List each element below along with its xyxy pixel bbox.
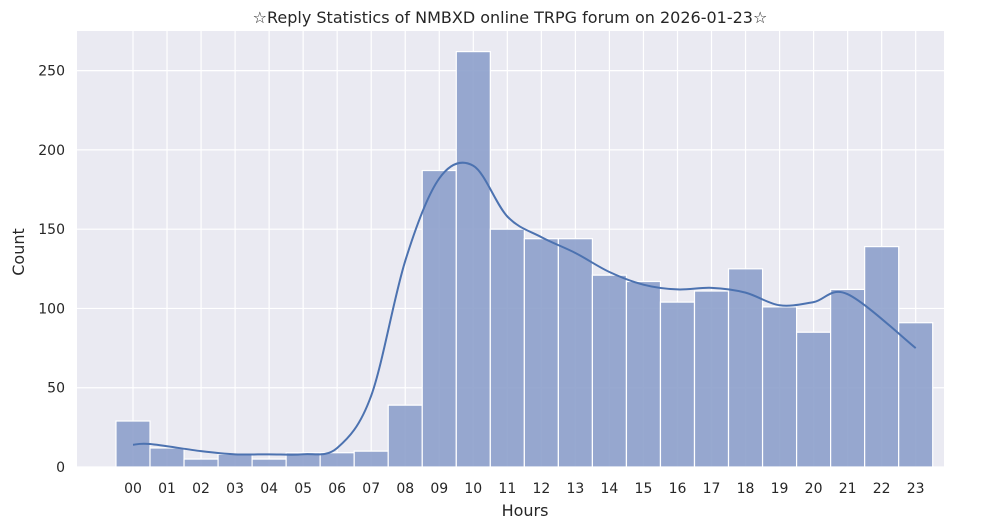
bar-18	[727, 268, 764, 468]
bar-08	[387, 404, 423, 468]
x-tick-label: 09	[430, 481, 448, 497]
x-tick-label: 19	[771, 481, 789, 497]
bar-01	[149, 447, 185, 468]
bar-03	[217, 453, 253, 468]
x-tick-label: 18	[737, 481, 755, 497]
x-tick-label: 12	[532, 481, 550, 497]
x-tick-label: 22	[873, 481, 891, 497]
x-tick-label: 05	[294, 481, 312, 497]
y-tick-label: 150	[38, 222, 65, 238]
x-tick-label: 17	[703, 481, 721, 497]
bar-22	[864, 246, 900, 468]
x-tick-label: 02	[192, 481, 210, 497]
bar-07	[353, 450, 389, 468]
bar-09	[421, 169, 457, 468]
y-tick-label: 200	[38, 143, 65, 159]
x-tick-label: 03	[226, 481, 244, 497]
bar-14	[591, 274, 628, 468]
y-tick-label: 250	[38, 64, 65, 80]
x-tick-label: 01	[158, 481, 176, 497]
bar-20	[795, 331, 832, 468]
y-axis-label: Count	[9, 228, 28, 276]
kde-curve	[132, 161, 917, 456]
bar-10	[455, 51, 491, 468]
bar-15	[625, 280, 662, 468]
bar-13	[557, 238, 594, 468]
bar-04	[251, 458, 287, 468]
x-tick-label: 15	[635, 481, 653, 497]
x-tick-label: 16	[669, 481, 687, 497]
bar-23	[898, 322, 934, 468]
x-tick-label: 23	[907, 481, 925, 497]
x-tick-label: 13	[566, 481, 584, 497]
x-axis-label: Hours	[502, 501, 549, 520]
x-tick-label: 04	[260, 481, 278, 497]
x-tick-labels: 00 01 02 03 04 05 06 07 08 09 10 11 12 13 14 15 16 17 18 19…	[124, 481, 925, 497]
x-tick-label: 21	[839, 481, 857, 497]
x-tick-label: 14	[601, 481, 619, 497]
y-tick-labels: 0 50 100 150 200 250	[38, 64, 65, 476]
chart-title: ☆Reply Statistics of NMBXD online TRPG f…	[253, 8, 768, 27]
bar-12	[523, 238, 559, 468]
bar-11	[489, 228, 525, 468]
y-tick-label: 0	[56, 460, 65, 476]
bar-19	[761, 306, 798, 468]
x-tick-label: 11	[498, 481, 516, 497]
bar-17	[693, 290, 730, 468]
x-tick-label: 00	[124, 481, 142, 497]
bars	[115, 51, 934, 468]
y-tick-label: 100	[38, 301, 65, 317]
x-tick-label: 20	[805, 481, 823, 497]
bar-06	[319, 452, 355, 468]
y-tick-label: 50	[47, 381, 65, 397]
x-tick-label: 10	[464, 481, 482, 497]
x-tick-label: 07	[362, 481, 380, 497]
x-tick-label: 06	[328, 481, 346, 497]
bar-16	[659, 301, 696, 468]
bar-02	[183, 458, 219, 468]
bar-21	[830, 288, 866, 468]
x-tick-label: 08	[396, 481, 414, 497]
